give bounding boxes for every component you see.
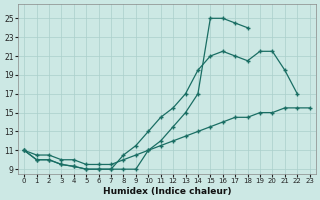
X-axis label: Humidex (Indice chaleur): Humidex (Indice chaleur) (103, 187, 231, 196)
